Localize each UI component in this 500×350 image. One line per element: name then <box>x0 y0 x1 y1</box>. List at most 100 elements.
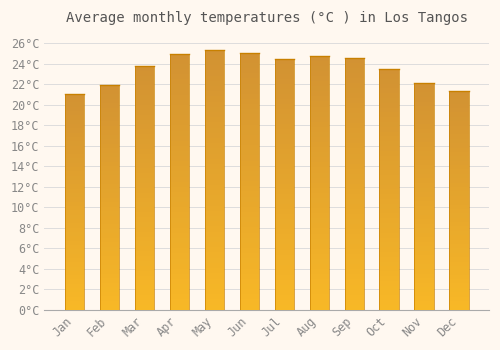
Bar <box>204 268 224 273</box>
Bar <box>310 188 329 193</box>
Bar <box>170 131 189 136</box>
Bar <box>170 228 189 233</box>
Bar <box>380 247 398 252</box>
Bar <box>310 81 329 86</box>
Bar <box>380 122 398 127</box>
Bar <box>274 224 294 230</box>
Bar <box>310 229 329 233</box>
Bar <box>344 83 364 88</box>
Bar <box>134 222 154 227</box>
Bar <box>100 175 119 180</box>
Bar <box>100 301 119 305</box>
Bar <box>100 126 119 130</box>
Bar <box>134 295 154 300</box>
Bar <box>240 104 259 109</box>
Bar <box>64 288 84 293</box>
Bar <box>100 184 119 189</box>
Bar <box>310 127 329 132</box>
Bar <box>204 221 224 226</box>
Bar <box>450 235 468 240</box>
Bar <box>344 128 364 133</box>
Bar <box>204 107 224 112</box>
Bar <box>240 176 259 181</box>
Bar <box>170 253 189 259</box>
Bar <box>310 162 329 168</box>
Bar <box>204 55 224 60</box>
Bar <box>344 244 364 249</box>
Bar <box>274 209 294 215</box>
Bar <box>100 117 119 121</box>
Bar <box>310 284 329 289</box>
Bar <box>310 96 329 102</box>
Bar <box>204 169 224 174</box>
Bar <box>204 180 224 185</box>
Bar <box>274 204 294 209</box>
Bar <box>204 226 224 232</box>
Bar <box>204 122 224 128</box>
Bar <box>134 76 154 80</box>
Bar <box>170 284 189 289</box>
Bar <box>204 258 224 263</box>
Bar <box>64 297 84 301</box>
Bar <box>344 58 364 63</box>
Bar <box>64 240 84 245</box>
Bar <box>414 147 434 151</box>
Bar <box>274 260 294 265</box>
Bar <box>310 208 329 213</box>
Bar <box>344 73 364 78</box>
Bar <box>64 262 84 266</box>
Bar <box>380 209 398 214</box>
Bar <box>170 197 189 202</box>
Bar <box>274 250 294 254</box>
Bar <box>240 268 259 274</box>
Bar <box>310 147 329 152</box>
Bar <box>310 203 329 208</box>
Bar <box>170 166 189 172</box>
Bar <box>204 279 224 284</box>
Bar <box>134 105 154 110</box>
Bar <box>274 94 294 99</box>
Bar <box>344 138 364 143</box>
Bar <box>274 134 294 139</box>
Bar <box>64 141 84 146</box>
Bar <box>274 219 294 224</box>
Bar <box>170 274 189 279</box>
Bar <box>240 171 259 176</box>
Bar <box>310 142 329 147</box>
Bar <box>414 142 434 147</box>
Bar <box>414 273 434 278</box>
Bar <box>240 78 259 84</box>
Bar <box>380 233 398 238</box>
Bar <box>64 236 84 240</box>
Bar <box>344 63 364 68</box>
Bar <box>274 300 294 305</box>
Bar <box>450 178 468 183</box>
Bar <box>274 164 294 169</box>
Bar <box>170 110 189 115</box>
Bar <box>170 248 189 253</box>
Bar <box>310 183 329 188</box>
Bar <box>64 94 84 98</box>
Bar <box>204 211 224 216</box>
Bar <box>100 256 119 260</box>
Bar <box>170 74 189 79</box>
Bar <box>414 124 434 129</box>
Bar <box>310 294 329 300</box>
Bar <box>134 139 154 144</box>
Bar <box>204 81 224 86</box>
Bar <box>100 211 119 216</box>
Bar <box>240 89 259 94</box>
Bar <box>240 279 259 284</box>
Bar <box>414 115 434 120</box>
Bar <box>450 226 468 231</box>
Bar <box>64 301 84 306</box>
Bar <box>274 124 294 129</box>
Bar <box>134 246 154 251</box>
Bar <box>64 202 84 206</box>
Bar <box>310 218 329 223</box>
Bar <box>414 102 434 106</box>
Bar <box>414 192 434 197</box>
Bar <box>134 305 154 310</box>
Bar <box>414 201 434 205</box>
Bar <box>274 295 294 300</box>
